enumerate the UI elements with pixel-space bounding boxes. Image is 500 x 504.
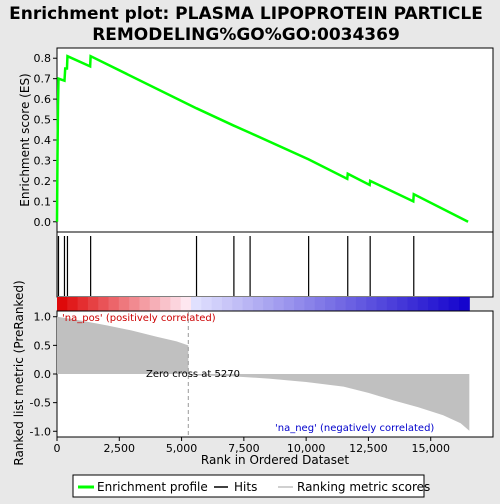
heatbar-segment (325, 297, 336, 311)
es-y-tick-label: 0.1 (34, 195, 52, 208)
heatbar-segment (263, 297, 274, 311)
legend-es-label: Enrichment profile (97, 480, 208, 494)
heatbar-segment (438, 297, 450, 311)
heatbar-segment (345, 297, 357, 311)
heatbar-segment (283, 297, 295, 311)
x-tick-label: 2,500 (104, 442, 136, 455)
chart-title-line-1: Enrichment plot: PLASMA LIPOPROTEIN PART… (9, 4, 483, 24)
hits-panel (56, 231, 494, 298)
heatbar-segment (232, 297, 244, 311)
heatbar-segment (417, 297, 429, 311)
heatbar-segment (304, 297, 316, 311)
heatbar-segment (118, 297, 130, 311)
heatbar-segment (242, 297, 254, 311)
heatbar-segment (459, 297, 470, 311)
ranked-metric-fill (57, 316, 470, 431)
ranked-y-axis-label: Ranked list metric (PreRanked) (12, 280, 26, 465)
heatbar-segment (87, 297, 99, 311)
heatbar-segment (355, 297, 367, 311)
heatbar-segment (376, 297, 388, 311)
ranked-y-tick-label: -1.0 (30, 425, 51, 438)
heatbar-segment (77, 297, 89, 311)
heatbar-segment (57, 297, 68, 311)
heatbar-segment (448, 297, 460, 311)
x-tick-label: 0 (54, 442, 61, 455)
heatbar-segment (335, 297, 347, 311)
heatbar-segment (294, 297, 305, 311)
hit-marks (57, 236, 415, 296)
es-curve-group (55, 54, 469, 223)
rank-heatmap-bar (57, 297, 470, 311)
legend-ranking-label: Ranking metric scores (297, 480, 430, 494)
heatbar-segment (98, 297, 110, 311)
heatbar-segment (273, 297, 285, 311)
heatbar-segment (160, 297, 171, 311)
heatbar-segment (139, 297, 151, 311)
heatbar-segment (191, 297, 202, 311)
ranked-metric-area (57, 312, 470, 436)
x-tick-label: 15,000 (411, 442, 450, 455)
heatbar-segment (428, 297, 439, 311)
zero-cross-label: Zero cross at 5270 (146, 369, 240, 380)
es-y-tick-label: 0.8 (34, 52, 52, 65)
es-panel (56, 47, 494, 233)
heatbar-segment (149, 297, 161, 311)
heatbar-segment (67, 297, 79, 311)
es-y-tick-label: 0.3 (34, 154, 52, 167)
heatbar-segment (221, 297, 233, 311)
heatbar-segment (180, 297, 192, 311)
x-tick-label: 12,500 (349, 442, 388, 455)
heatbar-segment (211, 297, 223, 311)
pos-correlated-label: 'na_pos' (positively correlated) (62, 313, 216, 324)
heatbar-segment (314, 297, 326, 311)
neg-correlated-label: 'na_neg' (negatively correlated) (275, 423, 434, 434)
heatbar-segment (108, 297, 120, 311)
ranked-y-tick-label: 0.0 (34, 368, 52, 381)
heatbar-segment (252, 297, 264, 311)
chart-title-line-2: REMODELING%GO%GO:0034369 (92, 25, 400, 45)
heatbar-segment (397, 297, 408, 311)
es-y-axis: 0.0 0.1 0.2 0.3 0.4 0.5 0.6 0.7 0.8 (34, 52, 57, 229)
legend-box (72, 474, 425, 498)
ranked-y-tick-label: 0.5 (34, 339, 52, 352)
heatbar-segment (407, 297, 419, 311)
es-y-tick-label: 0.6 (34, 93, 52, 106)
es-y-axis-label: Enrichment score (ES) (18, 73, 32, 206)
ranked-y-tick-label: -0.5 (30, 397, 51, 410)
x-axis-label: Rank in Ordered Dataset (201, 453, 349, 467)
es-y-tick-label: 0.5 (34, 114, 52, 127)
es-y-tick-label: 0.4 (34, 134, 52, 147)
es-y-tick-label: 0.2 (34, 175, 52, 188)
ranked-y-tick-label: 1.0 (34, 311, 52, 324)
es-y-tick-label: 0.7 (34, 73, 52, 86)
legend-hits-label: Hits (234, 480, 257, 494)
x-axis: 0 2,500 5,000 7,500 10,000 12,500 15,000 (54, 437, 450, 455)
heatbar-segment (170, 297, 182, 311)
heatbar-segment (129, 297, 140, 311)
heatbar-segment (366, 297, 378, 311)
x-tick-label: 7,500 (228, 442, 260, 455)
x-tick-label: 5,000 (166, 442, 198, 455)
heatbar-segment (201, 297, 213, 311)
heatbar-segment (386, 297, 398, 311)
es-curve-line (55, 54, 469, 223)
ranked-y-axis: -1.0 -0.5 0.0 0.5 1.0 (30, 311, 57, 438)
x-tick-label: 10,000 (287, 442, 326, 455)
es-y-tick-label: 0.0 (34, 216, 52, 229)
